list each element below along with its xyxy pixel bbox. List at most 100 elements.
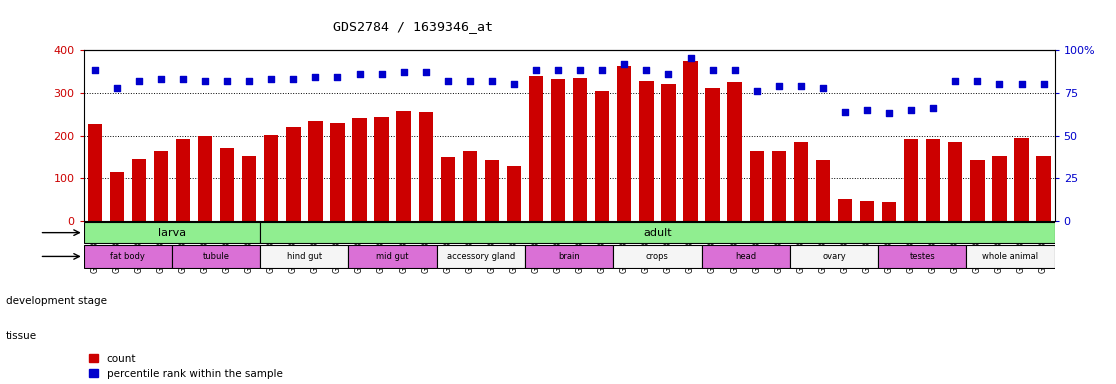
Bar: [573, 78, 587, 221]
Point: [219, 78, 237, 84]
Bar: [264, 135, 278, 221]
Text: GDS2784 / 1639346_at: GDS2784 / 1639346_at: [333, 20, 493, 33]
FancyBboxPatch shape: [702, 245, 790, 268]
Text: ovary: ovary: [822, 252, 846, 261]
Text: tubule: tubule: [203, 252, 230, 261]
Bar: [970, 160, 984, 221]
Text: crops: crops: [646, 252, 668, 261]
Point: [461, 78, 479, 84]
Bar: [728, 82, 742, 221]
Point: [770, 83, 788, 89]
Point: [858, 107, 876, 113]
Point: [725, 68, 743, 74]
Point: [748, 88, 766, 94]
Bar: [595, 91, 609, 221]
Point: [881, 110, 898, 116]
Bar: [176, 139, 190, 221]
Point: [946, 78, 964, 84]
Bar: [1014, 138, 1029, 221]
Point: [196, 78, 214, 84]
Point: [108, 84, 126, 91]
Point: [373, 71, 391, 77]
Bar: [926, 139, 941, 221]
Bar: [1037, 156, 1051, 221]
Point: [637, 68, 655, 74]
FancyBboxPatch shape: [878, 245, 966, 268]
Text: brain: brain: [558, 252, 580, 261]
Bar: [396, 111, 411, 221]
FancyBboxPatch shape: [84, 245, 172, 268]
FancyBboxPatch shape: [260, 222, 1055, 243]
Text: accessory gland: accessory gland: [446, 252, 514, 261]
Point: [836, 109, 854, 115]
Point: [814, 84, 831, 91]
Text: development stage: development stage: [6, 296, 107, 306]
Point: [924, 105, 942, 111]
Point: [350, 71, 368, 77]
FancyBboxPatch shape: [172, 245, 260, 268]
Point: [307, 74, 325, 80]
Point: [439, 78, 456, 84]
Point: [527, 68, 545, 74]
Bar: [904, 139, 918, 221]
Bar: [375, 117, 388, 221]
Point: [1012, 81, 1030, 87]
Bar: [198, 136, 212, 221]
Point: [416, 69, 434, 75]
Bar: [132, 159, 146, 221]
Bar: [838, 199, 853, 221]
Bar: [617, 66, 632, 221]
Bar: [507, 166, 521, 221]
Bar: [882, 202, 896, 221]
Bar: [750, 151, 763, 221]
Bar: [87, 124, 102, 221]
FancyBboxPatch shape: [966, 245, 1055, 268]
FancyBboxPatch shape: [790, 245, 878, 268]
Point: [660, 71, 677, 77]
Text: testes: testes: [910, 252, 935, 261]
Point: [328, 74, 346, 80]
Point: [285, 76, 302, 82]
FancyBboxPatch shape: [525, 245, 614, 268]
Point: [902, 107, 920, 113]
Point: [262, 76, 280, 82]
Bar: [860, 201, 874, 221]
Point: [395, 69, 413, 75]
Legend: count, percentile rank within the sample: count, percentile rank within the sample: [89, 354, 282, 379]
FancyBboxPatch shape: [614, 245, 702, 268]
Point: [86, 68, 104, 74]
Bar: [529, 76, 543, 221]
Point: [240, 78, 258, 84]
Bar: [992, 156, 1007, 221]
Bar: [286, 127, 300, 221]
Bar: [441, 157, 455, 221]
Bar: [242, 156, 257, 221]
FancyBboxPatch shape: [436, 245, 525, 268]
Text: larva: larva: [157, 228, 186, 238]
Point: [682, 55, 700, 61]
Point: [991, 81, 1009, 87]
Point: [704, 68, 722, 74]
Text: head: head: [735, 252, 757, 261]
Point: [969, 78, 987, 84]
Text: tissue: tissue: [6, 331, 37, 341]
Bar: [705, 88, 720, 221]
Bar: [308, 121, 323, 221]
Point: [615, 61, 633, 67]
Point: [1035, 81, 1052, 87]
Bar: [771, 151, 786, 221]
Text: adult: adult: [643, 228, 672, 238]
Bar: [551, 79, 566, 221]
Bar: [484, 160, 499, 221]
Point: [571, 68, 589, 74]
Text: fat body: fat body: [110, 252, 145, 261]
Bar: [220, 147, 234, 221]
Bar: [662, 84, 675, 221]
Bar: [353, 118, 367, 221]
Point: [129, 78, 147, 84]
Text: mid gut: mid gut: [376, 252, 408, 261]
Point: [483, 78, 501, 84]
Text: whole animal: whole animal: [982, 252, 1039, 261]
Bar: [463, 151, 477, 221]
Point: [549, 68, 567, 74]
